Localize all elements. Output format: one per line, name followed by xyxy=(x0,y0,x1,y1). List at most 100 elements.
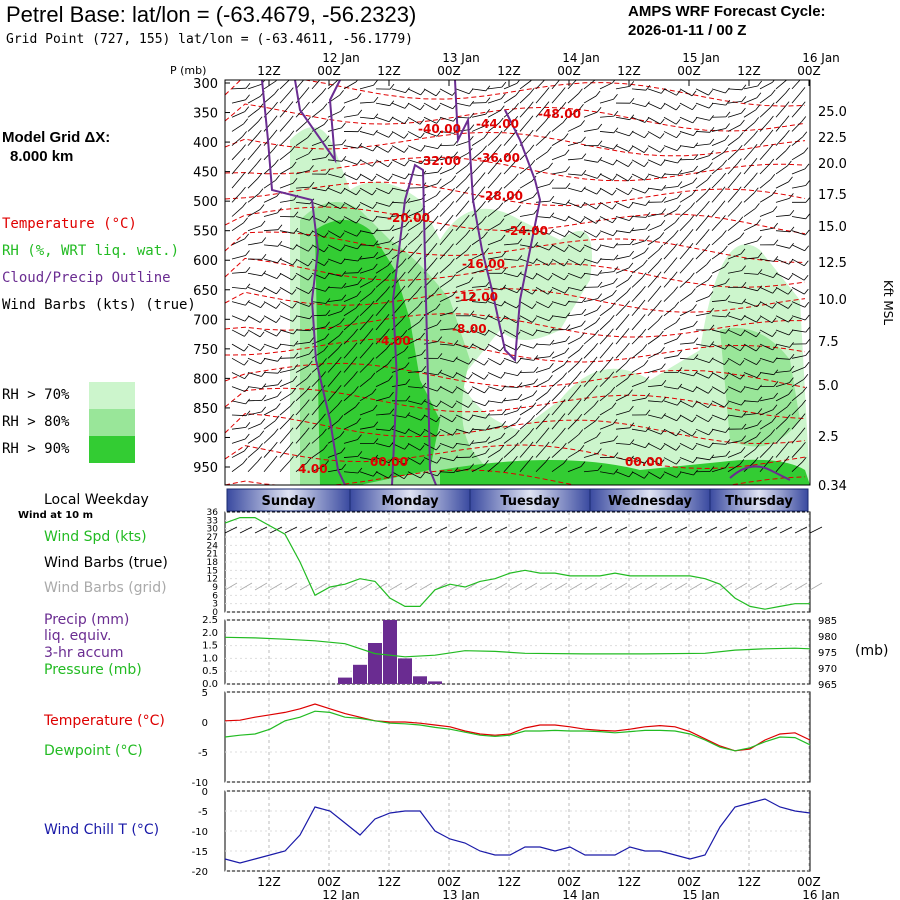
wind-barb xyxy=(247,96,261,104)
wind-barb-flag xyxy=(261,270,267,277)
wind-barb xyxy=(615,292,627,302)
wind-barb xyxy=(631,252,645,260)
wind-barb-flag xyxy=(741,423,747,430)
wind-barb-flag xyxy=(453,340,459,346)
wind-barb xyxy=(535,367,550,373)
wind-barb xyxy=(679,428,693,437)
wind-barb-flag xyxy=(657,315,663,321)
wind-barb-flag xyxy=(501,284,507,291)
wind-barb xyxy=(247,148,258,161)
wind-barb xyxy=(359,145,374,152)
wind-barb xyxy=(775,106,786,118)
windchill-panel-frame xyxy=(224,790,811,872)
wind-barb xyxy=(439,428,453,436)
wind-barb-flag xyxy=(593,385,598,391)
wind-barb xyxy=(359,333,370,345)
wind-barb xyxy=(343,456,358,458)
wind-barb-flag xyxy=(723,147,729,153)
wind-barb-flag xyxy=(405,395,411,402)
wind-barb xyxy=(791,258,805,267)
wind-barb-flag xyxy=(577,357,583,364)
wind-barb xyxy=(455,205,466,217)
wind-tick-label: 30 xyxy=(207,525,219,535)
wind-barb xyxy=(327,299,342,302)
wind-barb-flag xyxy=(788,316,793,323)
wind-barb-flag xyxy=(309,165,314,171)
wind-barb-flag xyxy=(656,285,662,292)
wind-barb xyxy=(615,333,626,345)
wind-barb xyxy=(551,432,562,444)
wind-barb xyxy=(711,343,726,350)
wind-barb xyxy=(551,404,562,416)
wind-barb xyxy=(615,378,628,387)
wind-barb-flag xyxy=(672,257,678,263)
wind-barb-flag xyxy=(720,200,726,207)
true-wind-barb xyxy=(284,526,298,534)
wind-barb xyxy=(663,443,677,451)
wind-barb-flag xyxy=(771,416,777,423)
wind-barb-flag xyxy=(500,372,506,379)
wind-barb xyxy=(791,461,803,473)
wind-barb-flag xyxy=(387,147,393,153)
wind-barb xyxy=(343,320,355,331)
wind-barb-flag xyxy=(389,441,394,448)
wind-barb xyxy=(599,347,610,359)
wind-barb xyxy=(567,449,581,458)
wind-barb-flag xyxy=(579,445,585,451)
pressure-tick-label: 980 xyxy=(818,632,837,643)
wind-barb-flag xyxy=(437,369,443,376)
wind-barb-flag xyxy=(597,123,603,130)
wind-barb-flag xyxy=(514,173,519,179)
wind-barb-flag xyxy=(451,416,457,423)
height-tick-label: 20.0 xyxy=(818,157,847,172)
grid-wind-barb xyxy=(614,582,628,591)
wind-barb-flag xyxy=(421,366,427,372)
wind-barb-flag xyxy=(692,457,698,463)
wind-barb-flag xyxy=(259,430,265,437)
wind-barb-flag xyxy=(561,102,567,108)
wind-barb xyxy=(535,405,547,416)
wind-barb xyxy=(775,460,786,472)
wind-barb xyxy=(711,88,726,94)
wind-barb-flag xyxy=(597,448,602,454)
wind-barb-flag xyxy=(658,244,664,251)
wind-barb-flag xyxy=(629,81,635,87)
wind-barb xyxy=(647,414,662,419)
wind-barb-flag xyxy=(469,440,475,446)
wind-barb xyxy=(663,235,675,246)
true-wind-barb xyxy=(809,526,823,534)
wind-barb xyxy=(231,386,246,392)
wind-barb xyxy=(471,428,487,431)
wind-barb xyxy=(759,434,772,444)
wind-barb xyxy=(775,432,786,444)
wind-barb xyxy=(455,386,469,395)
wind-barb xyxy=(791,404,803,416)
wind-barb xyxy=(343,406,356,416)
wind-barb xyxy=(279,120,290,132)
wind-barb-flag xyxy=(289,130,295,137)
wind-barb xyxy=(519,460,530,472)
wind-barb xyxy=(759,421,773,430)
wind-barb-flag xyxy=(453,467,459,473)
wind-barb-flag xyxy=(400,271,406,278)
wind-barb-flag xyxy=(564,347,570,354)
true-wind-barb xyxy=(434,526,448,534)
wind-barb xyxy=(375,413,390,416)
wind-barb-flag xyxy=(625,342,630,349)
wind-barb xyxy=(743,85,758,90)
wind-barb-flag xyxy=(613,242,618,249)
wind-barb xyxy=(503,447,515,458)
wind-barb-flag xyxy=(627,175,633,182)
wind-barb-flag xyxy=(531,402,537,408)
wind-barb xyxy=(407,276,418,288)
wind-barb-flag xyxy=(404,103,410,109)
wind-barb-flag xyxy=(437,336,443,342)
true-wind-barb xyxy=(404,526,418,534)
wind-barb xyxy=(599,376,611,387)
wind-barb-flag xyxy=(277,241,283,247)
wind-barb xyxy=(695,372,709,379)
wind-barb-flag xyxy=(501,251,507,257)
wind-barb-flag xyxy=(645,235,650,241)
wind-barb-flag xyxy=(356,231,362,237)
wind-barb xyxy=(647,159,661,166)
